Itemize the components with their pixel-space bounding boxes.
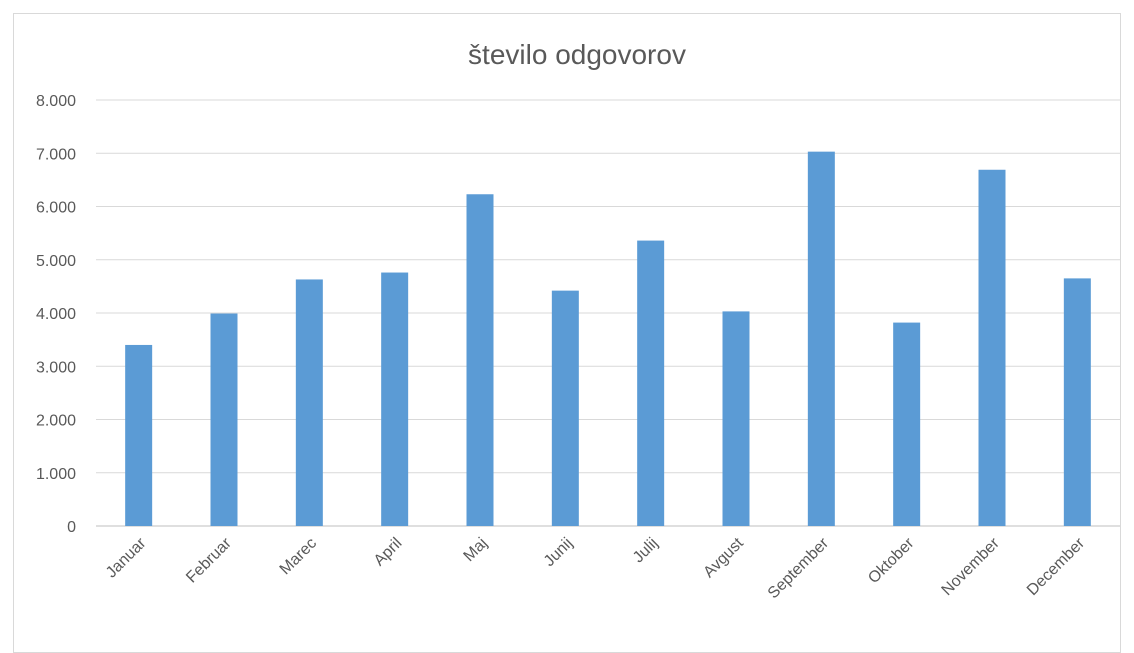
y-tick-label: 8.000 [36, 93, 76, 110]
x-tick-label: Avgust [700, 534, 747, 581]
y-tick-label: 2.000 [36, 413, 76, 430]
bar-marec [295, 279, 323, 526]
x-tick-label: December [1024, 534, 1089, 599]
y-axis-ticks: 0 1.000 2.000 3.000 4.000 5.000 6.000 7.000 8.00… [36, 93, 76, 536]
bars [125, 151, 1091, 526]
x-tick-label: Maj [461, 535, 491, 565]
x-tick-label: Januar [103, 534, 150, 581]
y-tick-label: 7.000 [36, 146, 76, 163]
bar-chart: število odgovorov 0 1.000 2.000 3.000 4.000 5… [36, 39, 1120, 602]
y-tick-label: 6.000 [36, 200, 76, 217]
bar-september [807, 151, 835, 526]
y-tick-label: 3.000 [36, 359, 76, 376]
bar-januar [125, 344, 153, 526]
x-tick-label: November [939, 534, 1004, 599]
y-tick-label: 1.000 [36, 466, 76, 483]
bar-junij [551, 290, 579, 526]
x-tick-label: Julij [630, 535, 662, 567]
bar-februar [210, 313, 238, 526]
y-tick-label: 0 [67, 519, 76, 536]
y-tick-label: 5.000 [36, 253, 76, 270]
chart-title: število odgovorov [468, 39, 686, 70]
x-tick-label: Februar [183, 534, 235, 586]
bar-oktober [893, 322, 921, 526]
bar-december [1063, 278, 1091, 526]
x-tick-label: April [371, 535, 406, 570]
x-tick-label: Oktober [865, 534, 918, 587]
bar-avgust [722, 311, 750, 526]
bar-november [978, 169, 1006, 526]
x-tick-label: September [765, 534, 833, 602]
bar-april [381, 272, 409, 526]
bar-maj [466, 194, 494, 526]
x-tick-label: Marec [277, 535, 320, 578]
gridlines [96, 99, 1120, 527]
x-axis-ticks: Januar Februar Marec April Maj Junij Julij Avgu… [103, 534, 1089, 602]
y-tick-label: 4.000 [36, 306, 76, 323]
bar-julij [637, 240, 665, 526]
x-tick-label: Junij [541, 535, 576, 570]
